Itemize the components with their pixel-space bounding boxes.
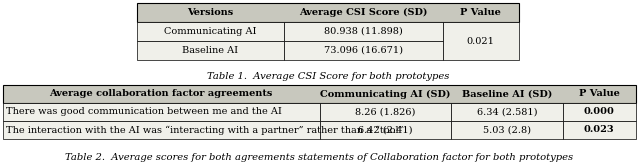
Text: P Value: P Value	[460, 8, 501, 17]
Text: The interaction with the AI was “interacting with a partner” rather than a “tool: The interaction with the AI was “interac…	[6, 125, 404, 135]
Bar	[443, 22, 519, 60]
Text: Table 1.  Average CSI Score for both prototypes: Table 1. Average CSI Score for both prot…	[207, 72, 449, 81]
Text: 0.000: 0.000	[584, 107, 615, 116]
Bar	[563, 103, 636, 121]
Bar	[451, 103, 563, 121]
Text: 73.096 (16.671): 73.096 (16.671)	[324, 46, 403, 55]
Text: 6.34 (2.581): 6.34 (2.581)	[477, 107, 537, 116]
Text: There was good communication between me and the AI: There was good communication between me …	[6, 107, 282, 116]
Text: 6.42 (2.41): 6.42 (2.41)	[358, 125, 413, 134]
Bar	[319, 121, 451, 139]
Text: Baseline AI (SD): Baseline AI (SD)	[461, 90, 552, 99]
Text: Communicating AI: Communicating AI	[164, 27, 257, 36]
Bar	[451, 121, 563, 139]
Bar	[284, 22, 443, 41]
Bar	[563, 121, 636, 139]
Text: 0.023: 0.023	[584, 125, 614, 134]
Bar	[319, 103, 451, 121]
Text: 0.021: 0.021	[467, 37, 495, 45]
Text: 8.26 (1.826): 8.26 (1.826)	[355, 107, 415, 116]
Bar	[284, 41, 443, 60]
Text: Average CSI Score (SD): Average CSI Score (SD)	[299, 8, 428, 17]
Text: 5.03 (2.8): 5.03 (2.8)	[483, 125, 531, 134]
Text: Versions: Versions	[188, 8, 234, 17]
Bar	[3, 103, 319, 121]
Text: P Value: P Value	[579, 90, 620, 99]
Text: Communicating AI (SD): Communicating AI (SD)	[320, 89, 451, 99]
Bar	[3, 85, 636, 103]
Text: Baseline AI: Baseline AI	[182, 46, 239, 55]
Text: 80.938 (11.898): 80.938 (11.898)	[324, 27, 403, 36]
Text: Table 2.  Average scores for both agreements statements of Collaboration factor : Table 2. Average scores for both agreeme…	[65, 153, 573, 162]
Bar	[137, 22, 284, 41]
Bar	[137, 3, 519, 22]
Bar	[3, 121, 319, 139]
Text: Average collaboration factor agreements: Average collaboration factor agreements	[49, 90, 273, 99]
Bar	[137, 41, 284, 60]
